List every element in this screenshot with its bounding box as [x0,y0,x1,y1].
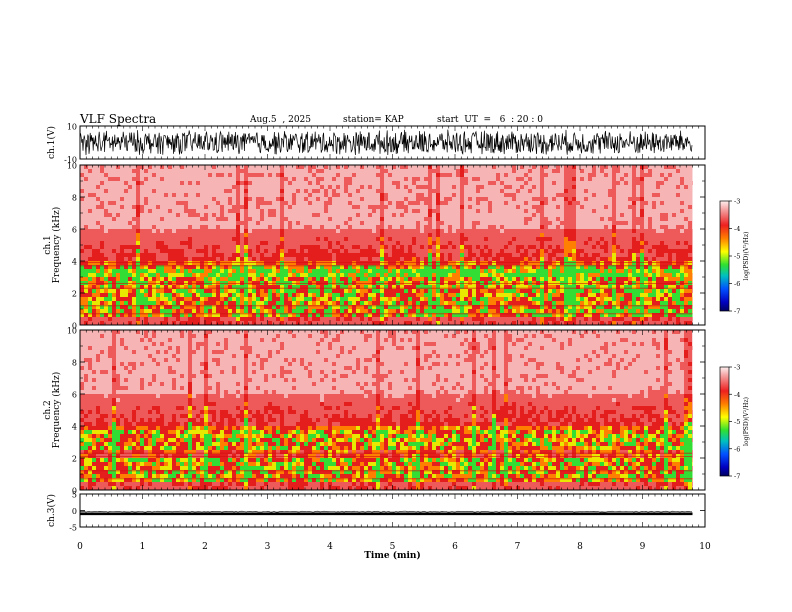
xtick-label: 5 [390,542,396,552]
colorbar-tick-label: -7 [734,308,740,316]
ytick-label: 8 [72,194,77,203]
xtick-label: 10 [699,542,711,552]
colorbar-tick-label: -4 [734,391,740,399]
ytick-label: 0 [72,487,77,496]
colorbar-tick-label: -6 [734,445,740,453]
colorbar-ch1 [719,200,730,312]
xtick-label: 8 [577,542,583,552]
ch1-waveform-line [79,129,693,156]
ytick-label: 10 [67,123,77,132]
ytick-label: 5 [72,491,77,500]
colorbar-label: log(PSD)(V²/Hz) [743,397,750,446]
ytick-label: 10 [67,327,77,336]
ytick-label: 0 [72,322,77,331]
ytick-label: 8 [72,359,77,368]
station-label: station= KAP [343,115,404,125]
ylabel-ch1-spectrogram: Frequency (kHz) [51,207,62,284]
xtick-label: 4 [327,542,333,552]
xtick-label: 3 [265,542,271,552]
ylabel-ch3-waveform: ch.3(V) [46,494,57,527]
colorbar-label: log(PSD)(V²/Hz) [743,232,750,281]
ylabel-ch1-spectrogram: ch.1 [43,235,53,254]
ytick-label: -5 [69,524,77,533]
colorbar-tick-label: -5 [734,418,740,426]
ylabel-ch1-waveform: ch.1(V) [46,126,57,159]
xtick-label: 1 [140,542,146,552]
spectrogram-ch1-spectrogram [80,165,705,325]
colorbar-tick-label: -7 [734,473,740,481]
colorbar-tick-label: -5 [734,253,740,261]
spectrogram-ch2-spectrogram [80,330,705,490]
ytick-label: 4 [72,258,77,267]
ytick-label: 2 [72,290,77,299]
colorbar-tick-label: -4 [734,225,740,233]
start-time-label: start UT = 6 : 20 : 0 [437,115,543,125]
ylabel-ch2-spectrogram: Frequency (kHz) [51,372,62,449]
xtick-label: 0 [77,542,83,552]
ytick-label: 0 [72,507,77,516]
colorbar-tick-label: -6 [734,280,740,288]
colorbar-tick-label: -3 [734,364,740,372]
ylabel-ch2-spectrogram: ch.2 [43,400,53,419]
ytick-label: 6 [72,226,77,235]
xtick-label: 6 [452,542,458,552]
spectrogram-empty-tail [692,165,705,325]
ytick-label: 10 [67,162,77,171]
ytick-label: 2 [72,455,77,464]
ytick-label: 4 [72,423,77,432]
ch3-waveform-line [79,510,693,513]
chart-title: VLF Spectra [80,112,157,126]
ytick-label: 6 [72,391,77,400]
date-label: Aug.5 , 2025 [250,115,311,125]
ytick-label: -10 [64,156,77,165]
colorbar-tick-label: -3 [734,198,740,206]
colorbar-ch2 [719,366,730,477]
xaxis-label: Time (min) [364,550,421,561]
xtick-label: 9 [640,542,646,552]
xtick-label: 2 [202,542,208,552]
spectrogram-empty-tail [692,330,705,490]
ch3-waveform-band [80,512,693,516]
xtick-label: 7 [515,542,521,552]
